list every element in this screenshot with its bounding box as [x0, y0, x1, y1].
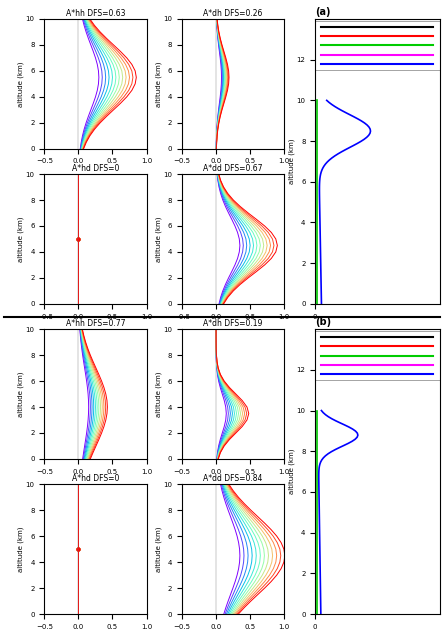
- Title: A*dh DFS=0.19: A*dh DFS=0.19: [203, 320, 263, 329]
- Y-axis label: altitude (km): altitude (km): [18, 216, 24, 261]
- Title: A*dd DFS=0.67: A*dd DFS=0.67: [203, 165, 263, 173]
- Text: (a): (a): [315, 7, 331, 17]
- Text: (b): (b): [315, 317, 331, 327]
- Y-axis label: altitude (km): altitude (km): [18, 61, 24, 106]
- Y-axis label: altitude (km): altitude (km): [155, 216, 162, 261]
- Title: A*hd DFS=0: A*hd DFS=0: [72, 475, 119, 484]
- Y-axis label: altitude (km): altitude (km): [155, 61, 162, 106]
- Title: A*dd DFS=0.84: A*dd DFS=0.84: [203, 475, 263, 484]
- Title: A*dh DFS=0.26: A*dh DFS=0.26: [203, 9, 263, 18]
- Text: a): a): [185, 45, 207, 64]
- Y-axis label: altitude (km): altitude (km): [155, 372, 162, 417]
- Y-axis label: altitude (km): altitude (km): [18, 372, 24, 417]
- Text: b): b): [185, 355, 208, 374]
- Bar: [315, 331, 440, 380]
- Y-axis label: altitude (km): altitude (km): [289, 449, 295, 494]
- Y-axis label: altitude (km): altitude (km): [18, 527, 24, 572]
- Bar: [315, 21, 440, 70]
- Y-axis label: altitude (km): altitude (km): [155, 527, 162, 572]
- Title: A*hd DFS=0: A*hd DFS=0: [72, 165, 119, 173]
- Y-axis label: altitude (km): altitude (km): [289, 139, 295, 184]
- Title: A*hh DFS=0.63: A*hh DFS=0.63: [66, 9, 125, 18]
- Title: A*hh DFS=0.77: A*hh DFS=0.77: [66, 320, 125, 329]
